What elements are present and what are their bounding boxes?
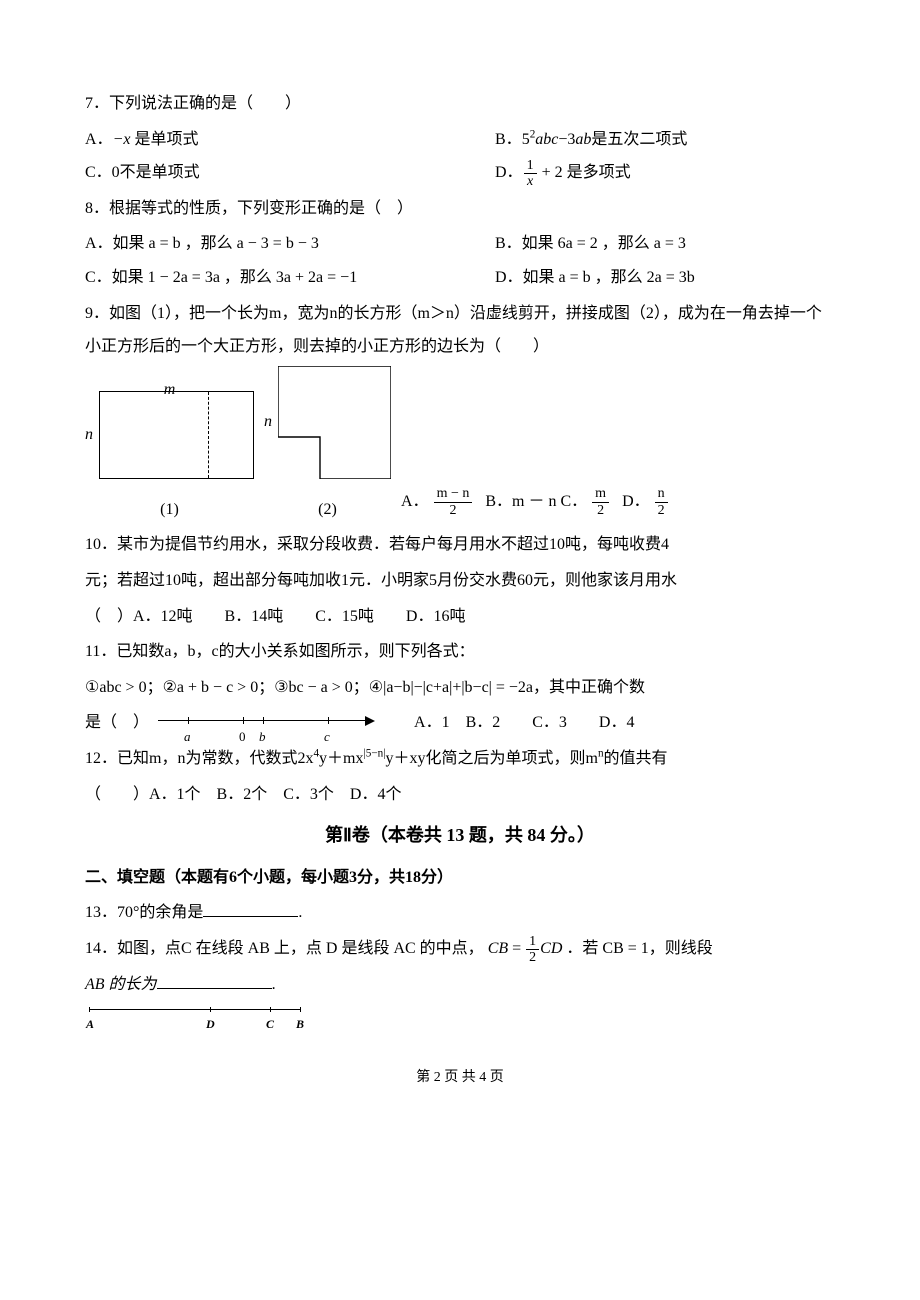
q8-A: A．如果 a = b ，那么 a − 3 = b − 3 [85,227,495,261]
q7-D: D．1x + 2 是多项式 [495,156,835,190]
q7-C: C．0不是单项式 [85,156,495,190]
q14-l1: 14．如图，点C 在线段 AB 上，点 D 是线段 AC 的中点， CB = 1… [85,932,835,966]
q14-cd: CD [540,940,562,957]
q7-B: B．52abc−3ab是五次二项式 [495,123,835,157]
q9-D: D． [622,493,650,510]
frac-icon: n2 [655,486,668,518]
q10-l3: （ ）A．12吨 B．14吨 C．15吨 D．16吨 [85,600,835,634]
q9-B: B．m － n [485,493,556,510]
q9-A: A． [401,493,429,510]
q9-fig2-n: n [264,405,272,439]
number-line-icon: a 0 b c [153,711,378,737]
blank-field[interactable] [203,902,298,917]
q7-D-post: 是多项式 [563,164,631,181]
q8-D: D．如果 a = b ，那么 2a = 3b [495,261,835,295]
q9-opts: A． m − n2 B．m － n C． m2 D． n2 [401,485,835,527]
q14-cb: CB = [488,940,525,957]
q7-B-pre: B． [495,131,522,148]
q11-l1: 11．已知数a，b，c的大小关系如图所示，则下列各式： [85,635,835,669]
q14-l1b: ．若 CB = 1，则线段 [566,940,712,957]
q7-A-post: 是单项式 [130,131,198,148]
q7-opts2: C．0不是单项式 D．1x + 2 是多项式 [85,156,835,190]
q9-cap2: (2) [264,493,391,527]
q7-A-math: −x [113,131,131,148]
q7-B-post: 是五次二项式 [591,131,687,148]
q13-pre: 13．70°的余角是 [85,904,203,921]
q9-cap1: (1) [85,493,254,527]
q9-fig2: n (2) [264,366,391,527]
dashed-line-icon [208,392,209,478]
q8-r2: C．如果 1 − 2a = 3a ，那么 3a + 2a = −1 D．如果 a… [85,261,835,295]
q14-l2a: AB 的长为 [85,976,157,993]
q11-opts: A．1 B．2 C．3 D．4 [414,714,634,731]
page-footer: 第 2 页 共 4 页 [85,1063,835,1092]
q8-C: C．如果 1 − 2a = 3a ，那么 3a + 2a = −1 [85,261,495,295]
q11-l3: 是（ ） a 0 b c A．1 B．2 C．3 D．4 [85,706,835,740]
q14-l2b: . [272,976,276,993]
subsection-2: 二、填空题（本题有6个小题，每小题3分，共18分） [85,861,835,895]
q10-l2: 元；若超过10吨，超出部分每吨加收1元．小明家5月份交水费60元，则他家该月用水 [85,564,835,598]
notched-svg [278,366,391,479]
frac-icon: 1x [524,158,537,190]
frac-icon: m − n2 [434,486,473,518]
q9-figure: m n (1) n (2) A． m − n2 B．m － n C． m2 D．… [85,366,835,527]
section-2-title: 第Ⅱ卷（本卷共 13 题，共 84 分。） [85,817,835,855]
q7-D-plus: + 2 [538,164,563,181]
q13: 13．70°的余角是. [85,896,835,930]
notched-square-icon [278,366,391,479]
q7-B-math: 52abc−3ab [522,131,592,148]
q11-expr: ①abc > 0；②a + b − c > 0；③bc − a > 0；④|a−… [85,671,835,705]
q9-fig1-n: n [85,418,93,452]
q13-post: . [298,904,302,921]
q14-l1a: 14．如图，点C 在线段 AB 上，点 D 是线段 AC 的中点， [85,940,484,957]
frac-icon: m2 [592,486,609,518]
frac-icon: 12 [526,934,539,966]
q8-r1: A．如果 a = b ，那么 a − 3 = b − 3 B．如果 6a = 2… [85,227,835,261]
q7-D-pre: D． [495,164,523,181]
q7-A-pre: A． [85,131,113,148]
q12-l1: 12．已知m，n为常数，代数式2x4y＋mx|5−n|y＋xy化简之后为单项式，… [85,742,835,776]
q7-opts: A．−x 是单项式 B．52abc−3ab是五次二项式 [85,123,835,157]
blank-field[interactable] [157,973,272,988]
q9-C: C． [560,493,587,510]
rectangle-icon [99,391,254,479]
q12-l1-text: 12．已知m，n为常数，代数式2x4y＋mx|5−n|y＋xy化简之后为单项式，… [85,750,668,767]
q10-l1: 10．某市为提倡节约用水，采取分段收费．若每户每月用水不超过10吨，每吨收费4 [85,528,835,562]
q9-stem: 9．如图（1），把一个长为m，宽为n的长方形（m＞n）沿虚线剪开，拼接成图（2）… [85,297,835,364]
q11-l3-pre: 是（ ） [85,714,149,731]
q7-A: A．−x 是单项式 [85,123,495,157]
q8-stem: 8．根据等式的性质，下列变形正确的是（ ） [85,192,835,226]
q14-l2: AB 的长为. [85,968,835,1002]
q7-stem: 7．下列说法正确的是（ ） [85,87,835,121]
q12-l2: （ ）A．1个 B．2个 C．3个 D．4个 [85,778,835,812]
q8-B: B．如果 6a = 2 ，那么 a = 3 [495,227,835,261]
line-segment-icon: A D C B [85,1003,305,1023]
q9-fig1: m n (1) [85,373,254,527]
